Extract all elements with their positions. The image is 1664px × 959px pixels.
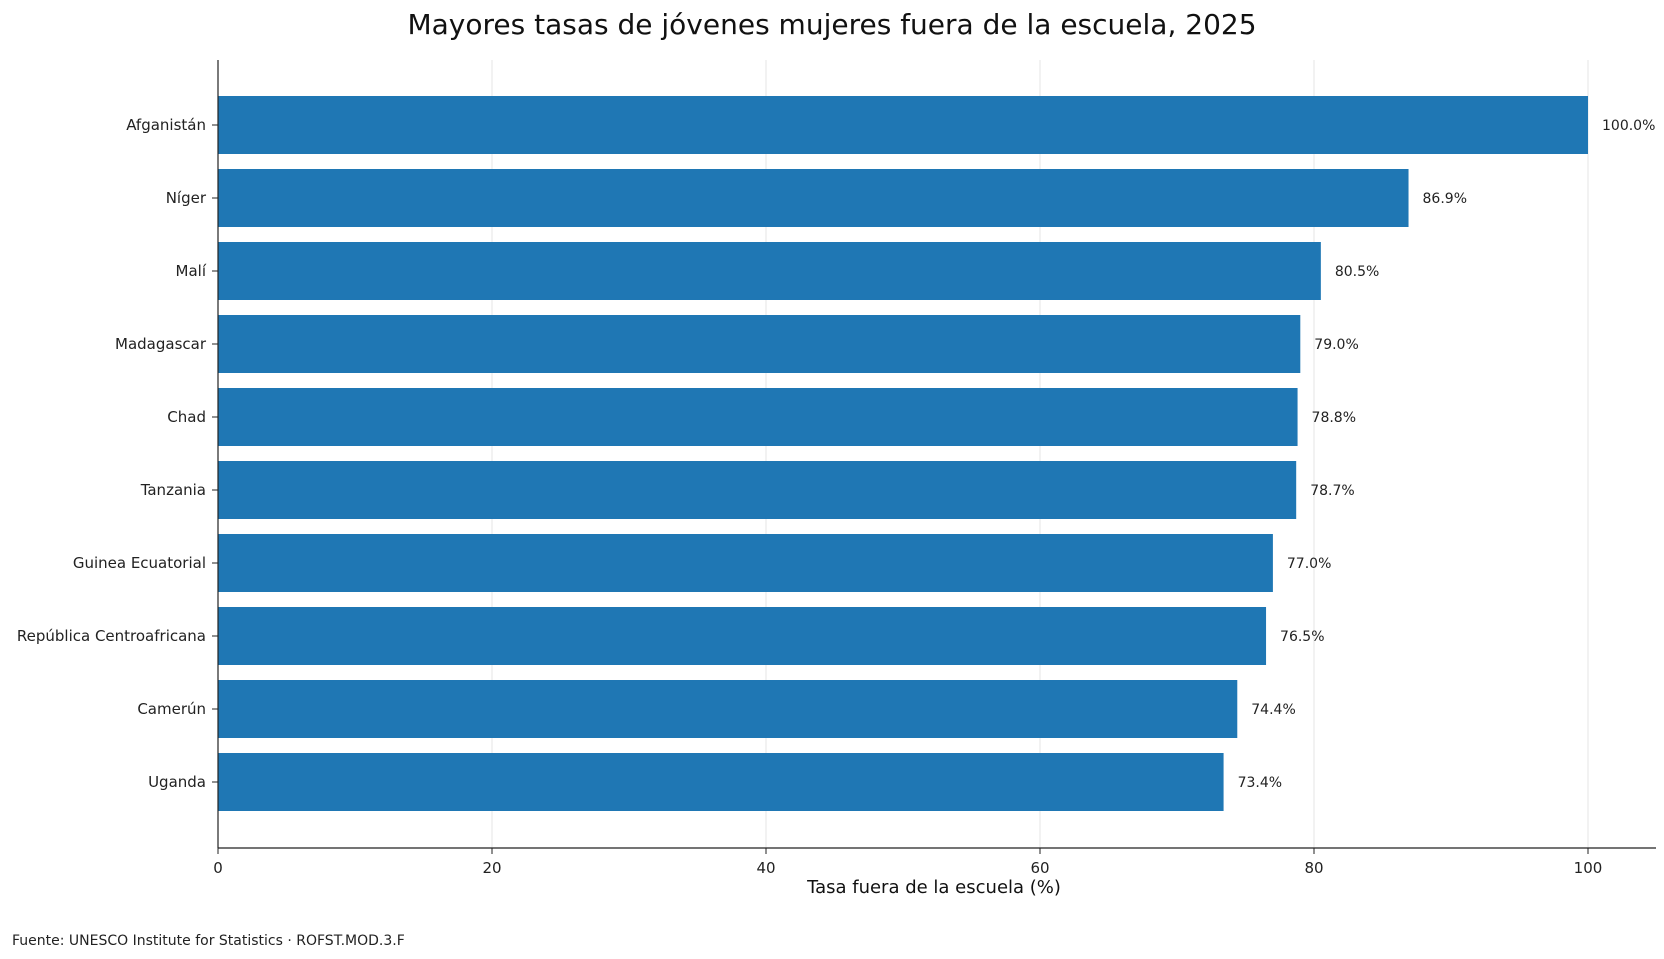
bar-value-label: 74.4% (1251, 702, 1295, 718)
bar-value-label: 78.8% (1312, 410, 1356, 426)
bar (218, 242, 1321, 300)
x-tick-label: 20 (482, 859, 501, 877)
axes (212, 60, 1656, 854)
bar (218, 753, 1224, 811)
x-axis-title: Tasa fuera de la escuela (%) (806, 877, 1061, 898)
bar (218, 96, 1588, 154)
bar-value-label: 78.7% (1310, 483, 1354, 499)
x-tick-label: 100 (1574, 859, 1603, 877)
category-label: Madagascar (115, 335, 207, 353)
source-note: Fuente: UNESCO Institute for Statistics … (12, 933, 405, 949)
category-label: Afganistán (126, 116, 206, 134)
x-tick-label: 60 (1030, 859, 1049, 877)
bar (218, 388, 1298, 446)
x-tick-label: 0 (213, 859, 223, 877)
bars (218, 96, 1588, 811)
bar-value-label: 77.0% (1287, 556, 1331, 572)
bar-value-label: 86.9% (1423, 191, 1467, 207)
bar (218, 534, 1273, 592)
category-label: Níger (166, 189, 207, 207)
bar-value-label: 76.5% (1280, 629, 1324, 645)
chart-title: Mayores tasas de jóvenes mujeres fuera d… (407, 8, 1256, 41)
category-label: Tanzania (140, 481, 206, 499)
bar (218, 315, 1301, 373)
bar-value-label: 79.0% (1314, 337, 1358, 353)
x-tick-label: 40 (756, 859, 775, 877)
category-label: Malí (176, 262, 207, 280)
bar-value-label: 100.0% (1602, 118, 1655, 134)
bar (218, 461, 1297, 519)
category-label: Guinea Ecuatorial (73, 554, 206, 572)
bar-value-label: 73.4% (1238, 775, 1282, 791)
bar-value-label: 80.5% (1335, 264, 1379, 280)
category-label: República Centroafricana (17, 627, 206, 645)
category-label: Camerún (137, 700, 206, 718)
bar (218, 680, 1238, 738)
category-label: Uganda (148, 773, 206, 791)
bar (218, 169, 1409, 227)
x-tick-label: 80 (1304, 859, 1323, 877)
category-label: Chad (167, 408, 206, 426)
bar (218, 607, 1267, 665)
labels: 0 20 40 60 80 100 Afganistán 100.0% Níger 86.9% Ma… (17, 116, 1656, 877)
